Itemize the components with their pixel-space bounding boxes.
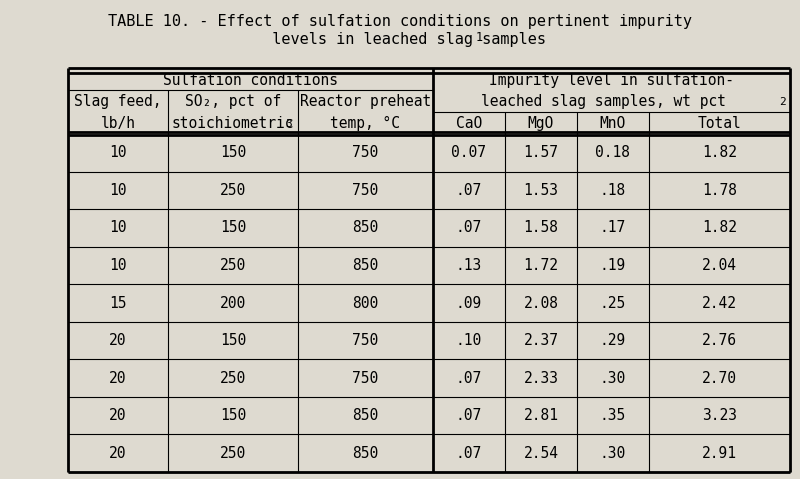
Text: 2.04: 2.04 xyxy=(702,258,737,273)
Text: .09: .09 xyxy=(456,296,482,310)
Text: 1: 1 xyxy=(476,31,483,44)
Text: CaO: CaO xyxy=(456,115,482,130)
Text: 150: 150 xyxy=(220,408,246,423)
Text: 150: 150 xyxy=(220,333,246,348)
Text: .07: .07 xyxy=(456,183,482,198)
Text: 1.72: 1.72 xyxy=(523,258,558,273)
Text: 20: 20 xyxy=(110,333,126,348)
Text: 2.81: 2.81 xyxy=(523,408,558,423)
Text: 850: 850 xyxy=(352,258,378,273)
Text: 20: 20 xyxy=(110,446,126,461)
Text: Sulfation conditions: Sulfation conditions xyxy=(163,72,338,88)
Text: .29: .29 xyxy=(600,333,626,348)
Text: stoichiometric: stoichiometric xyxy=(172,115,294,130)
Text: 2.33: 2.33 xyxy=(523,371,558,386)
Text: 2.08: 2.08 xyxy=(523,296,558,310)
Text: .17: .17 xyxy=(600,220,626,235)
Text: 1.78: 1.78 xyxy=(702,183,737,198)
Text: .19: .19 xyxy=(600,258,626,273)
Text: 850: 850 xyxy=(352,446,378,461)
Text: 20: 20 xyxy=(110,371,126,386)
Text: 250: 250 xyxy=(220,371,246,386)
Text: 15: 15 xyxy=(110,296,126,310)
Text: 850: 850 xyxy=(352,220,378,235)
Text: 750: 750 xyxy=(352,183,378,198)
Text: 750: 750 xyxy=(352,371,378,386)
Text: 1.82: 1.82 xyxy=(702,220,737,235)
Text: Impurity level in sulfation-: Impurity level in sulfation- xyxy=(489,72,734,88)
Text: .30: .30 xyxy=(600,371,626,386)
Text: temp, °C: temp, °C xyxy=(330,115,401,130)
Text: 0.18: 0.18 xyxy=(595,145,630,160)
Text: 850: 850 xyxy=(352,408,378,423)
Text: 3: 3 xyxy=(285,119,292,129)
Text: .35: .35 xyxy=(600,408,626,423)
Text: TABLE 10. - Effect of sulfation conditions on pertinent impurity: TABLE 10. - Effect of sulfation conditio… xyxy=(108,14,692,29)
Text: .07: .07 xyxy=(456,220,482,235)
Text: 20: 20 xyxy=(110,408,126,423)
Text: 1.57: 1.57 xyxy=(523,145,558,160)
Text: MgO: MgO xyxy=(528,115,554,130)
Text: Slag feed,: Slag feed, xyxy=(74,93,162,109)
Text: levels in leached slag samples: levels in leached slag samples xyxy=(254,32,546,47)
Text: 2.70: 2.70 xyxy=(702,371,737,386)
Text: 250: 250 xyxy=(220,183,246,198)
Text: 250: 250 xyxy=(220,258,246,273)
Text: 2.37: 2.37 xyxy=(523,333,558,348)
Text: 150: 150 xyxy=(220,145,246,160)
Text: .13: .13 xyxy=(456,258,482,273)
Text: 150: 150 xyxy=(220,220,246,235)
Text: 2.76: 2.76 xyxy=(702,333,737,348)
Text: .10: .10 xyxy=(456,333,482,348)
Text: 10: 10 xyxy=(110,220,126,235)
Text: 10: 10 xyxy=(110,183,126,198)
Text: SO₂, pct of: SO₂, pct of xyxy=(185,93,281,109)
Text: .25: .25 xyxy=(600,296,626,310)
Text: 3.23: 3.23 xyxy=(702,408,737,423)
Text: 2.91: 2.91 xyxy=(702,446,737,461)
Text: .07: .07 xyxy=(456,408,482,423)
Text: 2.54: 2.54 xyxy=(523,446,558,461)
Text: 250: 250 xyxy=(220,446,246,461)
Text: MnO: MnO xyxy=(600,115,626,130)
Text: .07: .07 xyxy=(456,446,482,461)
Text: 2: 2 xyxy=(779,97,786,107)
Text: 0.07: 0.07 xyxy=(451,145,486,160)
Text: 750: 750 xyxy=(352,145,378,160)
Text: 10: 10 xyxy=(110,145,126,160)
Text: Reactor preheat: Reactor preheat xyxy=(300,93,431,109)
Text: 800: 800 xyxy=(352,296,378,310)
Text: 200: 200 xyxy=(220,296,246,310)
Text: leached slag samples, wt pct: leached slag samples, wt pct xyxy=(481,93,726,109)
Text: 10: 10 xyxy=(110,258,126,273)
Text: Total: Total xyxy=(698,115,742,130)
Text: .07: .07 xyxy=(456,371,482,386)
Text: .18: .18 xyxy=(600,183,626,198)
Text: lb/h: lb/h xyxy=(101,115,135,130)
Text: 2.42: 2.42 xyxy=(702,296,737,310)
Text: 750: 750 xyxy=(352,333,378,348)
Text: 1.58: 1.58 xyxy=(523,220,558,235)
Text: 1.82: 1.82 xyxy=(702,145,737,160)
Text: 1.53: 1.53 xyxy=(523,183,558,198)
Text: .30: .30 xyxy=(600,446,626,461)
